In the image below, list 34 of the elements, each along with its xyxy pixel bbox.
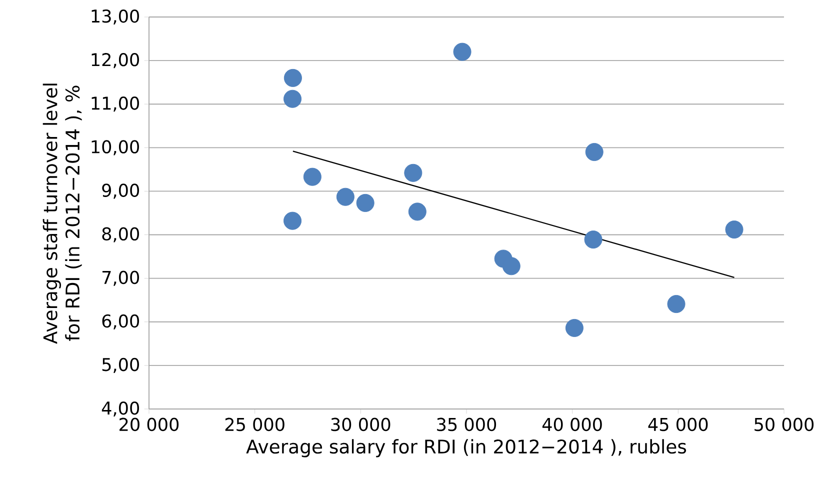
y-tick-label: 10,00: [92, 140, 140, 156]
y-tick-label: 13,00: [92, 9, 140, 25]
point: [453, 42, 472, 61]
x-tick-label: 30 000: [331, 418, 390, 432]
y-tick-label: 8,00: [102, 227, 140, 242]
y-tick-label: 9,00: [102, 184, 140, 199]
y-tick-label: 5,00: [102, 358, 140, 373]
point: [336, 188, 354, 206]
x-tick-label: 25 000: [225, 418, 284, 432]
point: [284, 68, 302, 87]
x-axis-title: Average salary for RDI (in 2012−2014 ), rubles: [246, 439, 686, 458]
x-tick-label: 20 000: [120, 418, 179, 432]
y-tick-label: 4,00: [102, 401, 140, 417]
x-tick-label: 40 000: [542, 418, 602, 432]
point: [725, 220, 744, 239]
point: [283, 90, 302, 108]
point: [303, 168, 322, 186]
y-axis-title: Average staff turnover level for RDI (in 2012−2014 ), %: [42, 84, 82, 344]
y-tick-label: 6,00: [102, 314, 140, 330]
x-tick-label: 35 000: [437, 418, 496, 432]
x-tick-label: 50 000: [754, 418, 814, 432]
point: [356, 194, 374, 212]
point: [408, 202, 426, 221]
point: [502, 257, 520, 276]
point: [584, 230, 602, 249]
x-tick-label: 45 000: [648, 418, 708, 432]
point: [404, 164, 422, 182]
y-tick-label: 11,00: [92, 96, 140, 112]
point: [585, 142, 604, 162]
y-tick-label: 7,00: [102, 270, 140, 286]
point: [283, 212, 302, 230]
point: [565, 318, 584, 337]
y-tick-label: 12,00: [92, 53, 140, 68]
point: [667, 295, 686, 314]
